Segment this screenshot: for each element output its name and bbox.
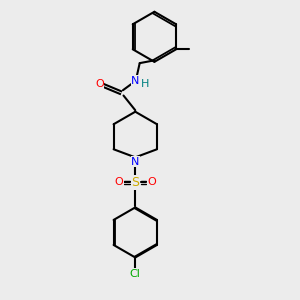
Text: O: O: [147, 177, 156, 188]
Text: Cl: Cl: [130, 269, 141, 279]
Text: H: H: [141, 79, 149, 89]
Text: O: O: [115, 177, 124, 188]
Text: O: O: [95, 79, 104, 89]
Text: N: N: [131, 76, 140, 86]
Text: S: S: [131, 176, 139, 189]
Text: N: N: [131, 157, 140, 167]
